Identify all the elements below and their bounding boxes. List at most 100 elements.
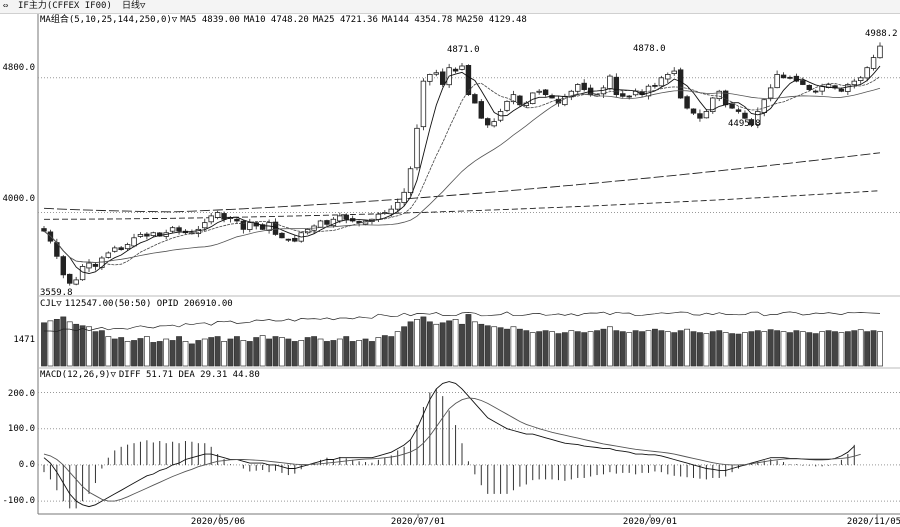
candle-down: [234, 218, 240, 222]
cjl-bar: [709, 331, 716, 367]
cjl-bar: [214, 336, 221, 367]
ma25-line: [43, 87, 881, 263]
cjl-bar: [401, 326, 408, 367]
candle-up: [665, 74, 671, 80]
cjl-bar: [684, 328, 690, 367]
macd-dea-line: [43, 397, 861, 502]
cjl-bar: [465, 314, 472, 367]
cjl-bar: [439, 322, 446, 367]
candle-up: [716, 90, 722, 100]
cjl-bar: [767, 329, 774, 367]
cjl-bar: [420, 316, 427, 367]
y-tick-label: 4000.0: [2, 194, 35, 204]
period-selector[interactable]: 日线▽: [122, 0, 145, 13]
cjl-bar: [491, 326, 498, 367]
cjl-bar: [137, 338, 144, 367]
candle-up: [202, 222, 208, 229]
macd-diff-line: [43, 381, 855, 508]
candle-up: [317, 220, 324, 228]
cjl-bar: [169, 340, 176, 367]
candle-down: [787, 76, 793, 79]
candle-down: [793, 75, 800, 82]
candle-down: [735, 109, 742, 112]
candle-down: [620, 93, 626, 97]
x-tick-label: 2020/11/05: [847, 517, 900, 527]
cjl-bar: [870, 330, 877, 367]
low-annotation-2: 3559.8: [40, 288, 73, 298]
cjl-bar: [484, 325, 491, 367]
cjl-bar: [330, 340, 337, 367]
candle-up: [877, 45, 883, 59]
candle-up: [510, 94, 517, 103]
candle-down: [118, 247, 124, 250]
cjl-bar: [574, 331, 581, 367]
cjl-bar: [163, 338, 170, 367]
cjl-bar: [825, 330, 832, 367]
cjl-bar: [748, 331, 755, 367]
candle-up: [504, 100, 510, 111]
cjl-bar: [246, 341, 253, 367]
candle-down: [292, 237, 298, 242]
x-tick-label: 2020/07/01: [391, 517, 445, 527]
y-tick-label: 4800.0: [2, 63, 35, 73]
candle-up: [382, 212, 388, 214]
cjl-legend: CJL▽ 112547.00(50:50) OPID 206910.00: [40, 299, 233, 309]
collapse-icon[interactable]: ⇔: [3, 1, 9, 11]
candle-up: [208, 215, 214, 223]
candle-down: [697, 113, 703, 119]
cjl-bar: [176, 336, 182, 367]
chevron-down-icon: ▽: [56, 299, 62, 309]
cjl-bar: [426, 321, 433, 367]
candle-down: [452, 68, 459, 72]
cjl-bar: [304, 337, 311, 367]
cjl-bar: [606, 326, 613, 367]
candle-down: [542, 89, 549, 96]
cjl-bar: [780, 331, 787, 367]
cjl-bar: [227, 338, 234, 367]
cjl-bar: [349, 341, 356, 367]
candle-down: [356, 221, 362, 224]
cjl-bars: [41, 311, 883, 367]
y-tick-label: 0.0: [19, 460, 35, 470]
period-label: 日线: [122, 1, 141, 11]
candle-down: [472, 94, 478, 104]
cjl-bar: [658, 330, 665, 367]
candle-up: [459, 65, 465, 70]
cjl-bar: [369, 341, 375, 367]
candle-up: [530, 92, 536, 105]
candle-up: [607, 75, 613, 90]
cjl-bar: [799, 331, 806, 367]
cjl-bar: [53, 319, 60, 367]
candle-down: [812, 90, 819, 93]
cjl-bar: [832, 331, 838, 367]
cjl-bar: [639, 331, 645, 367]
cjl-bar: [536, 331, 543, 367]
cjl-bar: [259, 335, 266, 367]
candle-down: [221, 213, 227, 220]
cjl-bar: [131, 340, 137, 367]
cjl-bar: [471, 321, 478, 367]
candle-up: [105, 252, 112, 258]
candle-up: [671, 70, 677, 74]
candle-down: [144, 233, 150, 237]
y-tick-label: 200.0: [8, 389, 35, 399]
cjl-bar: [529, 332, 536, 367]
candle-up: [247, 222, 253, 230]
low-annotation-1: 4495.8: [728, 119, 761, 129]
cjl-bar: [497, 327, 504, 367]
candle-up: [150, 232, 157, 236]
candle-up: [388, 208, 394, 215]
cjl-bar: [311, 336, 318, 367]
cjl-bar: [516, 328, 523, 367]
cjl-bar: [298, 340, 305, 367]
candle-down: [729, 103, 735, 109]
cjl-bar: [291, 341, 298, 367]
ma144-line: [43, 152, 881, 213]
candle-up: [375, 213, 382, 220]
candle-down: [613, 76, 620, 96]
cjl-bar: [735, 333, 742, 367]
ma25-readout: MA25 4721.36: [313, 15, 378, 25]
candle-down: [485, 118, 491, 126]
cjl-bar: [754, 330, 761, 367]
